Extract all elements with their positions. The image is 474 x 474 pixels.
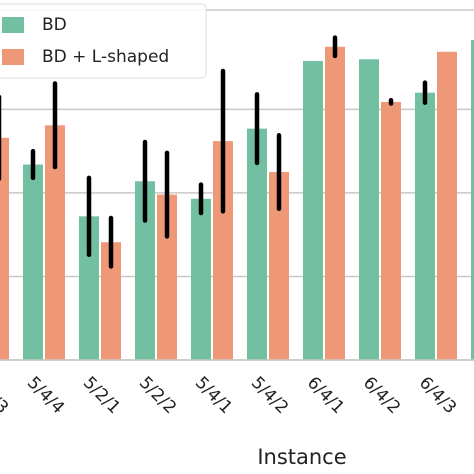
bar bbox=[79, 216, 99, 360]
x-tick-label: 5/4/3 bbox=[0, 373, 12, 418]
bar bbox=[101, 242, 121, 360]
x-tick-label: 5/2/2 bbox=[135, 373, 180, 418]
bar bbox=[23, 164, 43, 360]
bar bbox=[0, 137, 9, 360]
legend-swatch bbox=[2, 49, 24, 65]
bar bbox=[437, 51, 457, 360]
x-tick-label: 6/4/1 bbox=[303, 373, 348, 418]
x-tick-label: 6/4/3 bbox=[415, 373, 460, 418]
bar bbox=[157, 194, 177, 360]
x-tick-label: 6/4/2 bbox=[359, 373, 404, 418]
x-tick-label: 5/4/4 bbox=[23, 373, 68, 418]
bar bbox=[247, 128, 267, 360]
bar bbox=[213, 141, 233, 360]
x-axis-label: Instance bbox=[257, 445, 346, 469]
bar bbox=[415, 92, 435, 360]
bar bbox=[471, 40, 474, 361]
bar bbox=[135, 181, 155, 360]
x-tick-label: 5/4/2 bbox=[247, 373, 292, 418]
legend-label: BD + L-shaped bbox=[42, 47, 169, 67]
legend-box bbox=[0, 3, 207, 79]
x-tick-label: 5/2/1 bbox=[79, 373, 124, 418]
bar bbox=[45, 125, 65, 360]
legend: BD BD + L-shaped bbox=[0, 3, 207, 79]
bar bbox=[303, 60, 323, 361]
x-tick-label: 5/4/1 bbox=[191, 373, 236, 418]
legend-swatch bbox=[2, 17, 24, 33]
bar bbox=[269, 172, 289, 360]
bar bbox=[191, 198, 211, 360]
bar bbox=[359, 59, 379, 361]
bar bbox=[325, 46, 345, 360]
legend-label: BD bbox=[42, 15, 67, 35]
bar bbox=[381, 101, 401, 361]
